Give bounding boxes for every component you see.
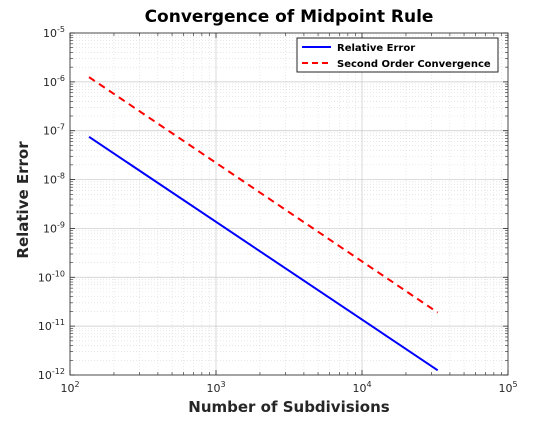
- legend-label-relative-error: Relative Error: [337, 43, 415, 54]
- x-tick-label: 104: [352, 380, 371, 395]
- series-layer: [88, 76, 439, 372]
- x-tick-label: 105: [498, 380, 517, 395]
- series-line-second-order: [88, 76, 439, 314]
- x-axis-label: Number of Subdivisions: [188, 398, 390, 416]
- legend: Relative Error Second Order Convergence: [296, 37, 499, 73]
- y-axis-label: Relative Error: [14, 141, 32, 259]
- legend-label-second-order: Second Order Convergence: [337, 59, 491, 70]
- plot-area: [70, 33, 508, 375]
- y-tick-label: 10-11: [38, 318, 65, 333]
- axes-layer: [69, 32, 509, 376]
- y-tick-label: 10-5: [43, 25, 65, 40]
- y-tick-label: 10-7: [43, 123, 65, 138]
- chart-title: Convergence of Midpoint Rule: [145, 7, 434, 27]
- legend-box: [296, 37, 499, 73]
- series-line-relative-error: [88, 135, 439, 372]
- y-tick-label: 10-12: [38, 367, 65, 382]
- y-tick-label: 10-9: [43, 220, 65, 235]
- x-tick-label: 103: [206, 380, 225, 395]
- y-tick-label: 10-8: [43, 172, 65, 187]
- y-tick-label: 10-10: [38, 269, 65, 284]
- tick-label-layer: 102 103 104 105 10-12 10-11 10-10 10-9 10-8 10-7 1…: [38, 25, 518, 395]
- y-tick-label: 10-6: [43, 74, 65, 89]
- axes-box: [69, 32, 509, 376]
- grid-layer: [69, 32, 509, 376]
- x-tick-label: 102: [60, 380, 79, 395]
